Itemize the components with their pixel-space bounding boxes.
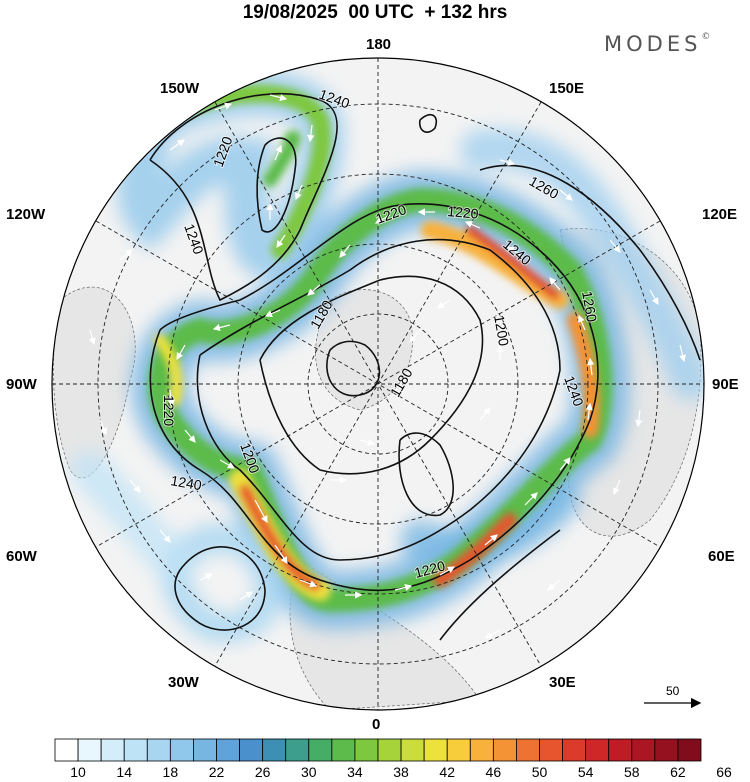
lon-label-90w: 90W [6,376,37,393]
colorbar-swatch [539,738,563,762]
contour-label: 1200 [491,314,512,348]
colorbar-tick-label: 42 [439,764,455,780]
copyright-mark: © [701,32,711,42]
colorbar-swatch [562,738,587,762]
colorbar-swatch [631,738,656,762]
colorbar-tick-label: 58 [623,764,640,780]
colorbar-tick-label: 30 [300,764,317,780]
arrow-right-icon [644,697,702,709]
colorbar-swatch [169,738,194,762]
colorbar-tick-label: 26 [254,764,271,780]
colorbar-swatch [193,738,217,762]
colorbar [54,738,702,762]
colorbar-swatch [123,738,148,762]
lon-label-60w: 60W [6,548,37,565]
wind-vectors [88,94,687,639]
lon-label-60e: 60E [708,548,735,565]
colorbar-swatch [516,738,540,762]
colorbar-swatch [54,738,79,762]
colorbar-swatch [492,738,517,762]
colorbar-tick-label: 66 [716,764,732,780]
colorbar-swatch [239,738,264,762]
colorbar-swatch [677,738,702,762]
colorbar-swatch [400,738,425,762]
colorbar-tick-label: 22 [208,764,225,780]
colorbar-tick-label: 38 [393,764,409,780]
contour-label: 1240 [169,472,203,493]
reference-vector-label: 50 [666,684,680,698]
colorbar-swatch [585,738,610,762]
colorbar-tick-label: 34 [347,764,363,780]
colorbar-swatch [469,738,494,762]
colorbar-swatch [77,738,102,762]
map-border [51,57,705,711]
contour-label: 1220 [161,395,177,426]
colorbar-swatch [146,738,171,762]
colorbar-swatch [654,738,679,762]
lon-label-150e: 150E [549,80,585,97]
colorbar-swatch [262,738,287,762]
lon-label-120e: 120E [702,206,738,223]
lon-label-180: 180 [366,36,392,53]
colorbar-swatch [377,738,402,762]
height-contours [149,92,701,641]
lon-label-30e: 30E [549,674,576,691]
brand-text: MODES [604,32,702,56]
map-title: 19/08/2025 00 UTC + 132 hrs [242,2,508,23]
colorbar-tick-label: 14 [116,764,132,780]
colorbar-swatch [308,738,333,762]
colorbar-swatch [216,738,240,762]
colorbar-swatch [423,738,448,762]
colorbar-swatch [331,738,356,762]
colorbar-swatch [354,738,379,762]
colorbar-tick-label: 54 [577,764,594,780]
map-disc [52,58,704,710]
colorbar-swatch [100,738,125,762]
colorbar-tick-label: 18 [162,764,179,780]
brand-logo: MODES© [604,32,710,56]
lon-label-90e: 90E [712,376,739,393]
colorbar-tick-label: 50 [531,764,548,780]
lon-label-30w: 30W [168,674,199,691]
colorbar-swatch [285,738,310,762]
lon-label-150w: 150W [160,80,200,97]
colorbar-tick-label: 46 [485,764,502,780]
contour-label: 1220 [447,203,480,222]
lon-label-0: 0 [372,716,381,733]
graticule [52,58,704,710]
colorbar-swatch [608,738,633,762]
lon-label-120w: 120W [6,206,46,223]
colorbar-tick-label: 62 [670,764,686,780]
contour-label: 1260 [579,290,600,324]
colorbar-swatch [446,738,471,762]
colorbar-tick-label: 10 [70,764,86,780]
